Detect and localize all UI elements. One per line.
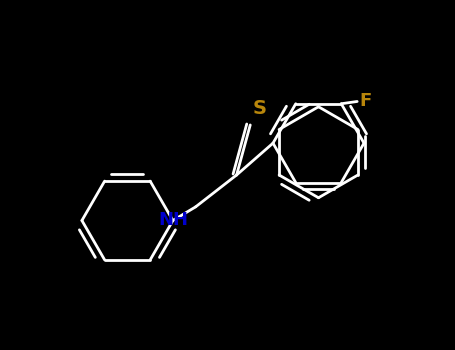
Text: S: S xyxy=(253,99,267,118)
Text: NH: NH xyxy=(159,211,189,229)
Text: F: F xyxy=(359,92,372,111)
